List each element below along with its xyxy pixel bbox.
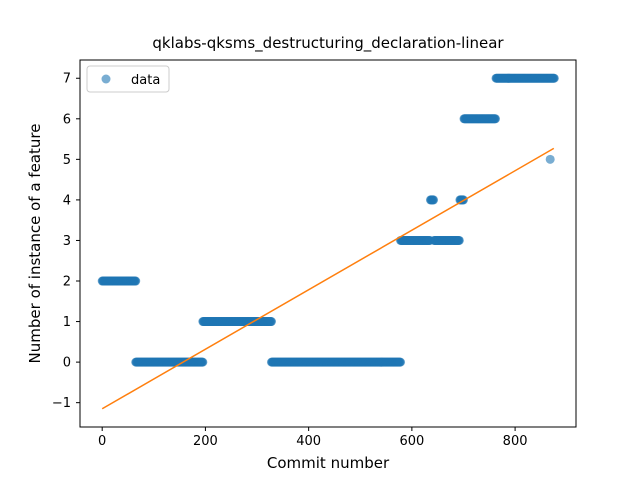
data-point [491,114,500,123]
y-tick-label: 1 [63,315,71,330]
data-point [198,358,207,367]
x-tick-label: 600 [399,434,424,449]
legend-label-data: data [131,73,160,88]
x-tick-label: 0 [98,434,106,449]
data-point [396,358,405,367]
x-tick-label: 200 [193,434,218,449]
data-point [550,74,559,83]
y-tick-label: 5 [63,153,71,168]
x-axis: 0 200 400 600 800 [98,427,527,449]
y-axis: −1 0 1 2 3 4 5 6 7 [52,72,80,411]
data-point [267,317,276,326]
data-point [131,277,140,286]
chart-title: qklabs-qksms_destructuring_declaration-l… [152,34,504,53]
y-tick-label: 2 [63,275,71,290]
x-axis-label: Commit number [267,454,390,472]
fit-line [102,148,554,408]
data-point [455,236,464,245]
x-tick-label: 800 [503,434,528,449]
y-tick-label: 0 [63,356,71,371]
x-tick-label: 400 [296,434,321,449]
y-tick-label: 3 [63,234,71,249]
legend-marker-data [102,75,111,84]
y-tick-label: −1 [52,396,71,411]
y-tick-label: 4 [63,193,71,208]
y-axis-label: Number of instance of a feature [26,124,44,364]
y-tick-label: 6 [63,112,71,127]
data-point [546,155,555,164]
legend: data [87,66,169,92]
y-tick-label: 7 [63,72,71,87]
plot-area-frame [80,60,576,427]
data-point [429,195,438,204]
